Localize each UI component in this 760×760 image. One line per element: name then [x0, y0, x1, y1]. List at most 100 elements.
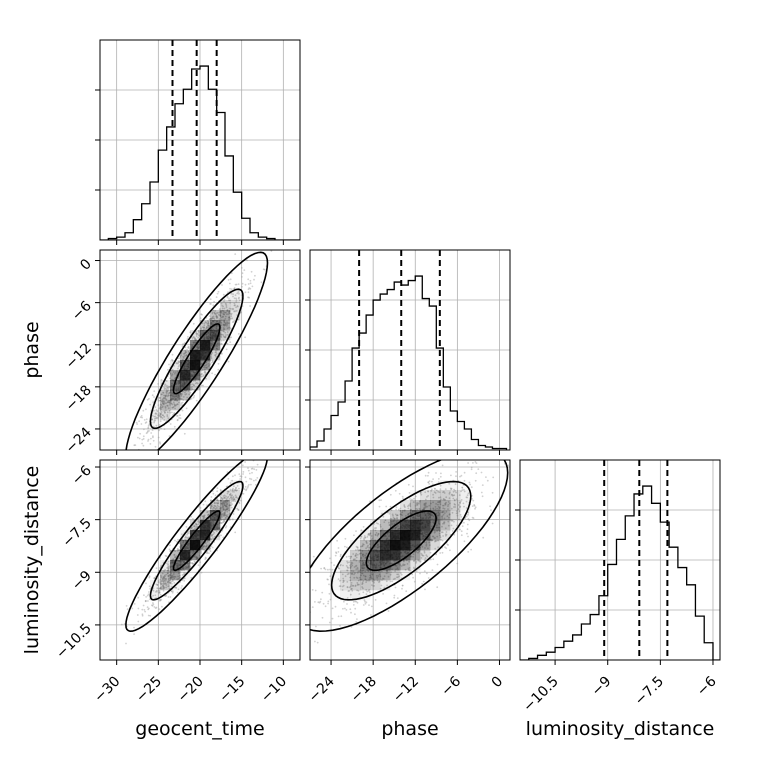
2d-geocent_time-phase-ytick-label-3: −6: [69, 298, 95, 324]
2d-geocent_time-phase-point: [219, 314, 222, 317]
2d-geocent_time-phase-point: [171, 411, 173, 414]
2d-geocent_time-luminosity_distance-point: [166, 581, 169, 583]
2d-geocent_time-phase-point: [165, 409, 167, 412]
2d-geocent_time-phase-contour-1: [149, 288, 244, 430]
2d-geocent_time-phase-point: [164, 395, 167, 398]
2d-geocent_time-luminosity_distance-point: [236, 507, 239, 510]
2d-geocent_time-phase-point: [218, 342, 221, 345]
2d-geocent_time-luminosity_distance-point: [217, 499, 220, 502]
2d-geocent_time-phase-point: [159, 403, 162, 406]
2d-geocent_time-phase-point: [228, 318, 231, 321]
2d-geocent_time-phase-point: [228, 282, 231, 285]
2d-geocent_time-phase-point: [204, 371, 207, 373]
2d-phase-luminosity_distance-point: [474, 507, 476, 510]
2d-geocent_time-luminosity_distance-point: [173, 577, 176, 580]
2d-geocent_time-luminosity_distance-point: [166, 564, 169, 566]
2d-geocent_time-phase-point: [247, 283, 250, 285]
2d-geocent_time-phase-point: [168, 435, 171, 437]
2d-geocent_time-luminosity_distance-point: [176, 591, 179, 594]
2d-geocent_time-phase-point: [169, 411, 172, 414]
2d-geocent_time-phase-point: [172, 397, 175, 400]
2d-geocent_time-phase-point: [164, 394, 167, 397]
2d-phase-luminosity_distance-point: [474, 479, 477, 482]
2d-geocent_time-phase-point: [143, 428, 145, 431]
2d-geocent_time-luminosity_distance-point: [165, 594, 167, 597]
2d-geocent_time-phase-point: [161, 398, 164, 401]
2d-phase-luminosity_distance-point: [311, 589, 314, 591]
2d-geocent_time-phase-point: [228, 316, 231, 319]
2d-geocent_time-phase-point: [231, 321, 234, 324]
2d-geocent_time-phase-point: [243, 269, 246, 271]
2d-geocent_time-luminosity_distance-point: [211, 546, 214, 549]
2d-geocent_time-phase-point: [224, 335, 227, 338]
2d-geocent_time-luminosity_distance-point: [162, 588, 165, 590]
2d-geocent_time-luminosity_distance-point: [234, 494, 237, 497]
2d-geocent_time-phase-point: [169, 423, 172, 425]
2d-geocent_time-phase-point: [162, 400, 165, 402]
2d-phase-luminosity_distance-point: [413, 580, 416, 583]
2d-phase-luminosity_distance-point: [480, 491, 483, 494]
2d-geocent_time-phase-point: [219, 313, 222, 315]
2d-geocent_time-luminosity_distance-point: [220, 497, 223, 499]
2d-geocent_time-luminosity_distance-point: [200, 571, 203, 574]
2d-geocent_time-phase-point: [180, 393, 183, 396]
2d-geocent_time-phase-point: [210, 317, 213, 320]
2d-geocent_time-phase-density-cell: [200, 330, 211, 341]
2d-phase-luminosity_distance-point: [435, 472, 437, 474]
2d-phase-luminosity_distance-point: [292, 604, 294, 606]
hist-geocent_time-bin-4: [133, 220, 141, 240]
2d-geocent_time-phase-point: [172, 395, 175, 398]
2d-geocent_time-phase-point: [226, 342, 229, 345]
hist-phase-bin-15: [415, 276, 422, 450]
2d-geocent_time-phase-point: [140, 423, 143, 425]
2d-geocent_time-luminosity_distance-point: [190, 527, 193, 530]
2d-geocent_time-phase-point: [146, 398, 149, 401]
2d-geocent_time-phase-point: [207, 365, 210, 368]
2d-geocent_time-luminosity_distance-point: [187, 536, 190, 539]
2d-geocent_time-phase-point: [170, 398, 173, 401]
2d-geocent_time-phase-point: [205, 360, 208, 363]
2d-geocent_time-luminosity_distance-point: [170, 585, 173, 588]
2d-geocent_time-phase-point: [202, 326, 205, 329]
2d-geocent_time-phase-density-cell: [220, 330, 231, 341]
2d-geocent_time-phase-point: [224, 321, 226, 324]
2d-geocent_time-phase-point: [210, 343, 213, 346]
2d-geocent_time-phase-point: [212, 360, 214, 363]
2d-geocent_time-phase-point: [160, 471, 162, 473]
2d-geocent_time-phase-point: [164, 396, 167, 398]
2d-geocent_time-phase-point: [262, 268, 265, 271]
2d-geocent_time-phase-point: [248, 287, 251, 289]
2d-geocent_time-phase-point: [175, 362, 178, 364]
2d-geocent_time-phase-point: [159, 420, 162, 423]
2d-geocent_time-phase-point: [166, 414, 169, 416]
2d-geocent_time-luminosity_distance-point: [220, 507, 223, 509]
2d-geocent_time-phase-point: [158, 407, 161, 410]
2d-geocent_time-luminosity_distance-point: [234, 474, 236, 477]
2d-geocent_time-phase-point: [228, 310, 231, 313]
2d-geocent_time-luminosity_distance-point: [195, 523, 198, 526]
2d-geocent_time-phase-point: [159, 397, 161, 400]
2d-geocent_time-phase-point: [198, 331, 200, 334]
2d-phase-luminosity_distance-point: [370, 614, 372, 616]
2d-geocent_time-phase-point: [232, 295, 234, 298]
2d-geocent_time-phase-point: [263, 268, 266, 271]
2d-geocent_time-phase-point: [228, 326, 231, 329]
2d-geocent_time-phase-point: [151, 418, 154, 421]
2d-geocent_time-phase-point: [194, 338, 197, 341]
2d-geocent_time-phase-point: [162, 398, 165, 400]
2d-geocent_time-luminosity_distance-point: [162, 576, 165, 579]
2d-geocent_time-phase-point: [165, 394, 168, 396]
2d-phase-luminosity_distance-point: [307, 596, 309, 598]
2d-geocent_time-phase-point: [161, 417, 164, 419]
2d-geocent_time-luminosity_distance-point: [245, 489, 248, 492]
2d-geocent_time-phase-point: [171, 373, 174, 376]
2d-geocent_time-phase-point: [183, 432, 186, 435]
2d-geocent_time-luminosity_distance-point: [186, 538, 189, 541]
2d-geocent_time-phase-point: [220, 333, 223, 336]
2d-geocent_time-phase-point: [214, 312, 216, 315]
2d-geocent_time-phase-point: [221, 310, 223, 312]
2d-geocent_time-luminosity_distance-point: [255, 469, 258, 471]
2d-geocent_time-phase-point: [218, 344, 220, 346]
2d-geocent_time-phase-point: [178, 361, 181, 364]
